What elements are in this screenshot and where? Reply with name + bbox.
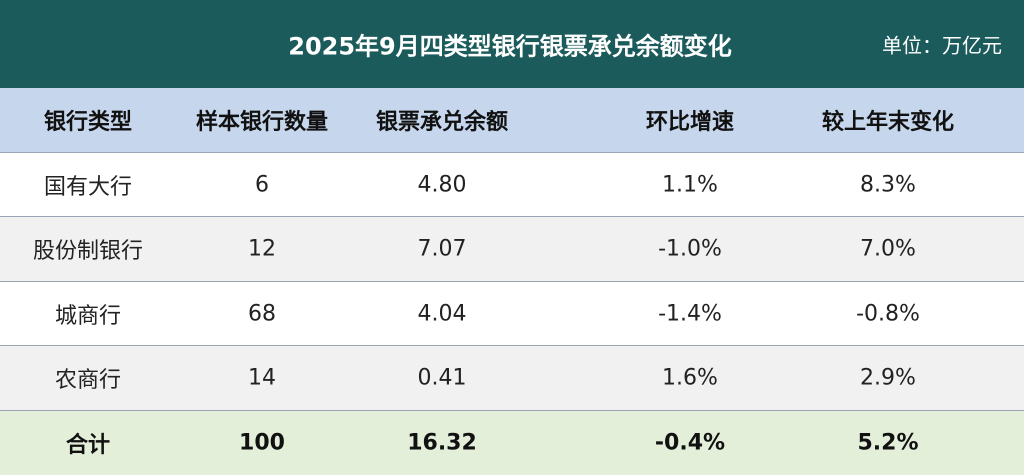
- header-row-cell: 样本银行数量: [195, 110, 329, 135]
- table-row: 城商行 68 4.04 -1.4% -0.8%: [0, 282, 1024, 346]
- table-row-cell: 4.80: [417, 172, 467, 197]
- table-row-cell: 12: [248, 236, 276, 262]
- header-row-cell: 较上年末变化: [821, 110, 955, 135]
- total-row-cell: 100: [239, 430, 285, 456]
- table-row-cell: 2.9%: [860, 365, 916, 391]
- table-row-cell: 1.6%: [662, 365, 718, 391]
- header-row-cell: 银票承兑余额: [375, 110, 509, 135]
- total-row-cell: 16.32: [407, 430, 477, 456]
- table-row-cell: -1.0%: [658, 236, 722, 262]
- total-row: 合计 100 16.32 -0.4% 5.2%: [0, 411, 1024, 475]
- table-row-cell: 股份制银行: [32, 239, 144, 264]
- table-row-cell: 7.0%: [860, 236, 916, 262]
- table-row-cell: 6: [255, 172, 269, 197]
- title-bar: 2025年9月四类型银行银票承兑余额变化 单位：万亿元: [0, 0, 1024, 88]
- table-row-cell: 4.04: [417, 301, 467, 326]
- table-title: 2025年9月四类型银行银票承兑余额变化: [288, 32, 732, 61]
- total-row-cell: 合计: [65, 433, 111, 458]
- table-row-cell: 农商行: [54, 368, 122, 393]
- total-row-cell: -0.4%: [654, 430, 726, 456]
- unit-label: 单位：万亿元: [882, 33, 1002, 58]
- header-row: 银行类型 样本银行数量 银票承兑余额 环比增速 较上年末变化: [0, 88, 1024, 153]
- header-row-cell: 环比增速: [645, 110, 735, 135]
- table-row-cell: -1.4%: [658, 301, 722, 326]
- table-row-cell: 14: [248, 365, 276, 391]
- table-row-cell: 国有大行: [43, 174, 133, 200]
- table-row-cell: 8.3%: [860, 172, 916, 197]
- total-row-cell: 5.2%: [857, 430, 919, 456]
- table-row-cell: 0.41: [417, 365, 467, 391]
- table-row: 农商行 14 0.41 1.6% 2.9%: [0, 346, 1024, 411]
- table-row-cell: 1.1%: [662, 172, 718, 197]
- table-row-cell: 城商行: [54, 303, 122, 329]
- table-row: 国有大行 6 4.80 1.1% 8.3%: [0, 153, 1024, 217]
- table-row-cell: 68: [248, 301, 276, 326]
- table-row-cell: 7.07: [417, 236, 467, 262]
- table-row-cell: -0.8%: [856, 301, 920, 326]
- header-row-cell: 银行类型: [43, 110, 133, 135]
- table-row: 股份制银行 12 7.07 -1.0% 7.0%: [0, 217, 1024, 282]
